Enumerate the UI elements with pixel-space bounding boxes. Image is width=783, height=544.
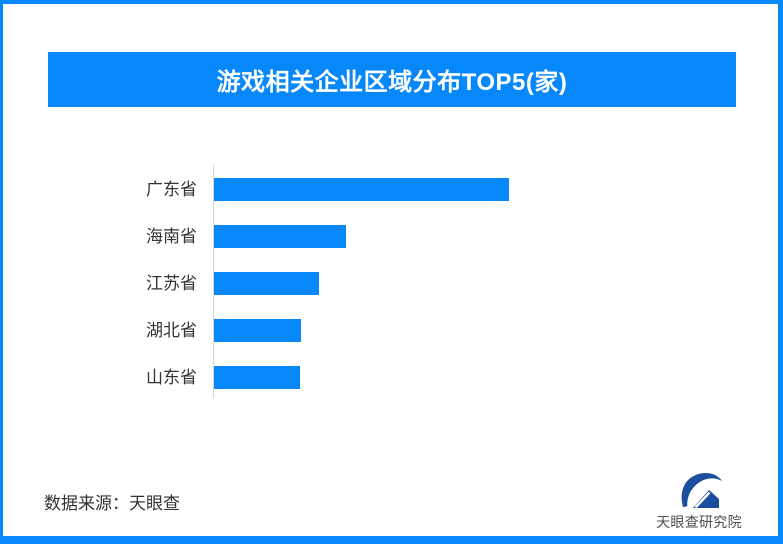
tianyancha-logo-icon	[681, 473, 722, 509]
bar	[214, 319, 301, 342]
bar-row: 湖北省	[0, 319, 301, 342]
bar	[214, 366, 300, 390]
bar-row: 海南省	[0, 224, 346, 248]
chart-title-banner: 游戏相关企业区域分布TOP5(家)	[48, 52, 736, 107]
bar-row: 山东省	[0, 366, 300, 390]
page-title: 游戏相关企业区域分布TOP5(家)	[216, 69, 568, 96]
bar-chart: 广东省海南省江苏省湖北省山东省	[0, 165, 783, 400]
bar-label: 湖北省	[146, 321, 197, 340]
bar	[214, 271, 319, 295]
tianyancha-logo: 天眼查研究院	[649, 470, 749, 532]
tianyancha-logo-text: 天眼查研究院	[656, 514, 742, 530]
bar-row: 广东省	[0, 177, 509, 201]
bar-label: 山东省	[146, 368, 197, 388]
bar-label: 江苏省	[146, 273, 197, 293]
bar	[214, 224, 346, 248]
y-axis-line	[213, 165, 214, 398]
bar	[214, 177, 509, 201]
data-source-label: 数据来源：天眼查	[44, 494, 180, 513]
bar-row: 江苏省	[0, 271, 319, 295]
bar-label: 海南省	[146, 226, 197, 246]
bar-label: 广东省	[146, 179, 197, 199]
